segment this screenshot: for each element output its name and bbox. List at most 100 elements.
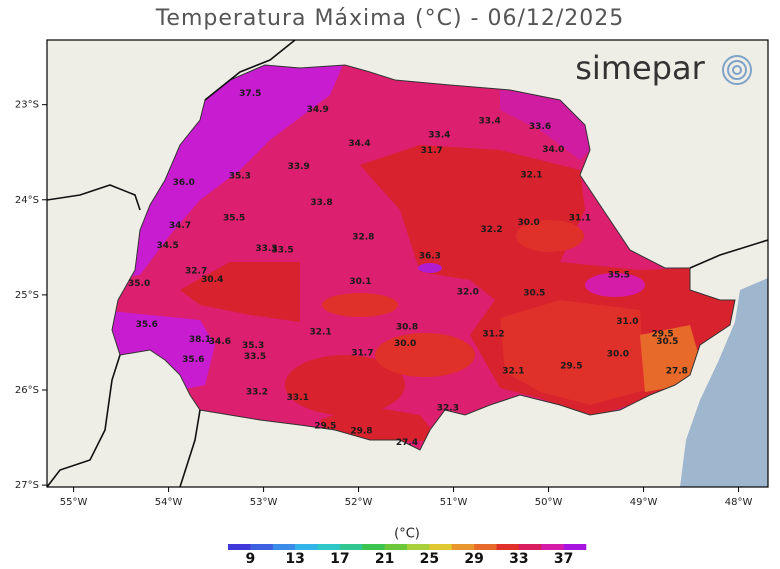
colorbar-segment <box>317 544 341 550</box>
station-value: 29.5 <box>560 362 582 372</box>
station-value: 32.1 <box>520 171 542 181</box>
station-value: 32.1 <box>502 366 524 376</box>
station-value: 34.4 <box>348 139 370 149</box>
colorbar-segment <box>384 544 408 550</box>
field-coast <box>640 325 700 392</box>
station-value: 31.1 <box>569 213 591 223</box>
colorbar-label: 9 <box>246 551 256 565</box>
station-value: 36.3 <box>419 251 441 261</box>
field-spot <box>322 293 398 317</box>
title: Temperatura Máxima (°C) - 06/12/2025 <box>155 6 625 31</box>
colorbar-label: 13 <box>285 551 304 565</box>
x-tick-label: 49°W <box>630 497 658 508</box>
station-value: 36.0 <box>173 178 195 188</box>
y-tick-label: 25°S <box>15 290 39 301</box>
station-value: 30.1 <box>349 277 371 287</box>
x-tick-label: 51°W <box>440 497 468 508</box>
field-southeast <box>500 300 645 405</box>
station-value: 30.0 <box>518 218 540 228</box>
colorbar-segment <box>496 544 520 550</box>
station-value: 33.5 <box>271 246 293 256</box>
station-value: 31.7 <box>421 146 443 156</box>
station-value: 35.6 <box>182 355 204 365</box>
station-value: 35.0 <box>128 279 150 289</box>
station-value: 33.1 <box>287 393 309 403</box>
x-tick-label: 54°W <box>155 497 183 508</box>
station-value: 33.4 <box>428 131 450 141</box>
field-spot <box>516 220 584 252</box>
station-value: 27.4 <box>396 438 418 448</box>
x-tick-label: 52°W <box>345 497 373 508</box>
colorbar-label: 29 <box>464 551 483 565</box>
colorbar-segment <box>518 544 542 550</box>
station-value: 30.5 <box>523 288 545 298</box>
x-tick-label: 55°W <box>60 497 88 508</box>
station-value: 33.3 <box>255 244 277 254</box>
station-value: 35.5 <box>223 213 245 223</box>
station-value: 38.1 <box>189 335 211 345</box>
y-tick-label: 23°S <box>15 100 39 111</box>
station-value: 30.4 <box>201 275 223 285</box>
station-value: 33.9 <box>288 162 310 172</box>
colorbar-segment <box>541 544 564 550</box>
station-value: 30.0 <box>394 339 416 349</box>
colorbar-segment <box>474 544 497 550</box>
colorbar-segment <box>228 544 251 550</box>
station-value: 33.2 <box>246 387 268 397</box>
station-labels: 37.5 34.9 34.4 33.4 33.4 33.6 34.0 31.7 33.9 35.3… <box>128 89 688 448</box>
station-value: 31.7 <box>351 348 373 358</box>
station-value: 34.6 <box>209 337 231 347</box>
logo-text: simepar <box>575 49 705 87</box>
map-area: simepar 37.5 34.9 34.4 33.4 33.4 33.6 34.0 31.7… <box>47 40 768 487</box>
map-frame <box>46 39 769 488</box>
station-value: 35.5 <box>608 270 630 280</box>
country-border <box>47 40 768 487</box>
field-spot <box>418 263 442 273</box>
station-value: 32.8 <box>352 232 374 242</box>
station-value: 29.5 <box>651 329 673 339</box>
station-value: 32.3 <box>437 404 459 414</box>
logo-icon <box>722 55 752 85</box>
colorbar-segment <box>451 544 475 550</box>
colorbar-label: 33 <box>509 551 528 565</box>
station-value: 33.5 <box>244 352 266 362</box>
colorbar-segment <box>563 544 587 550</box>
station-value: 34.7 <box>169 221 191 231</box>
station-value: 29.5 <box>314 422 336 432</box>
colorbar-segment <box>272 544 296 550</box>
colorbar-label: 25 <box>420 551 439 565</box>
station-value: 35.6 <box>136 320 158 330</box>
x-tick-label: 50°W <box>535 497 563 508</box>
colorbar-label: 21 <box>375 551 394 565</box>
station-value: 32.1 <box>309 327 331 337</box>
station-value: 31.2 <box>482 329 504 339</box>
colorbar-segment <box>250 544 274 550</box>
station-value: 33.4 <box>479 116 501 126</box>
station-value: 27.8 <box>666 366 688 376</box>
field-west-center <box>180 262 300 322</box>
colorbar-label: 17 <box>330 551 349 565</box>
axes: 55°W 54°W 53°W 52°W 51°W 50°W 49°W 48°W 23°S 24°S… <box>15 100 753 508</box>
station-value: 33.6 <box>529 122 551 132</box>
y-tick-label: 27°S <box>15 480 39 491</box>
field-spot <box>585 273 645 297</box>
station-value: 33.8 <box>310 198 332 208</box>
x-tick-label: 53°W <box>250 497 278 508</box>
colorbar-segment <box>362 544 385 550</box>
station-value: 35.3 <box>242 341 264 351</box>
colorbar-segment <box>407 544 430 550</box>
colorbar-label: 37 <box>554 551 573 565</box>
station-value: 32.0 <box>457 288 479 298</box>
station-value: 32.7 <box>185 267 207 277</box>
colorbar-unit: (°C) <box>394 527 420 542</box>
station-value: 37.5 <box>239 89 261 99</box>
colorbar-segment <box>339 544 363 550</box>
station-value: 35.3 <box>229 172 251 182</box>
y-tick-label: 26°S <box>15 385 39 396</box>
station-value: 30.0 <box>607 349 629 359</box>
colorbar-segment <box>295 544 318 550</box>
station-value: 29.8 <box>350 426 372 436</box>
station-value: 32.2 <box>480 225 502 235</box>
station-value: 34.0 <box>542 145 564 155</box>
